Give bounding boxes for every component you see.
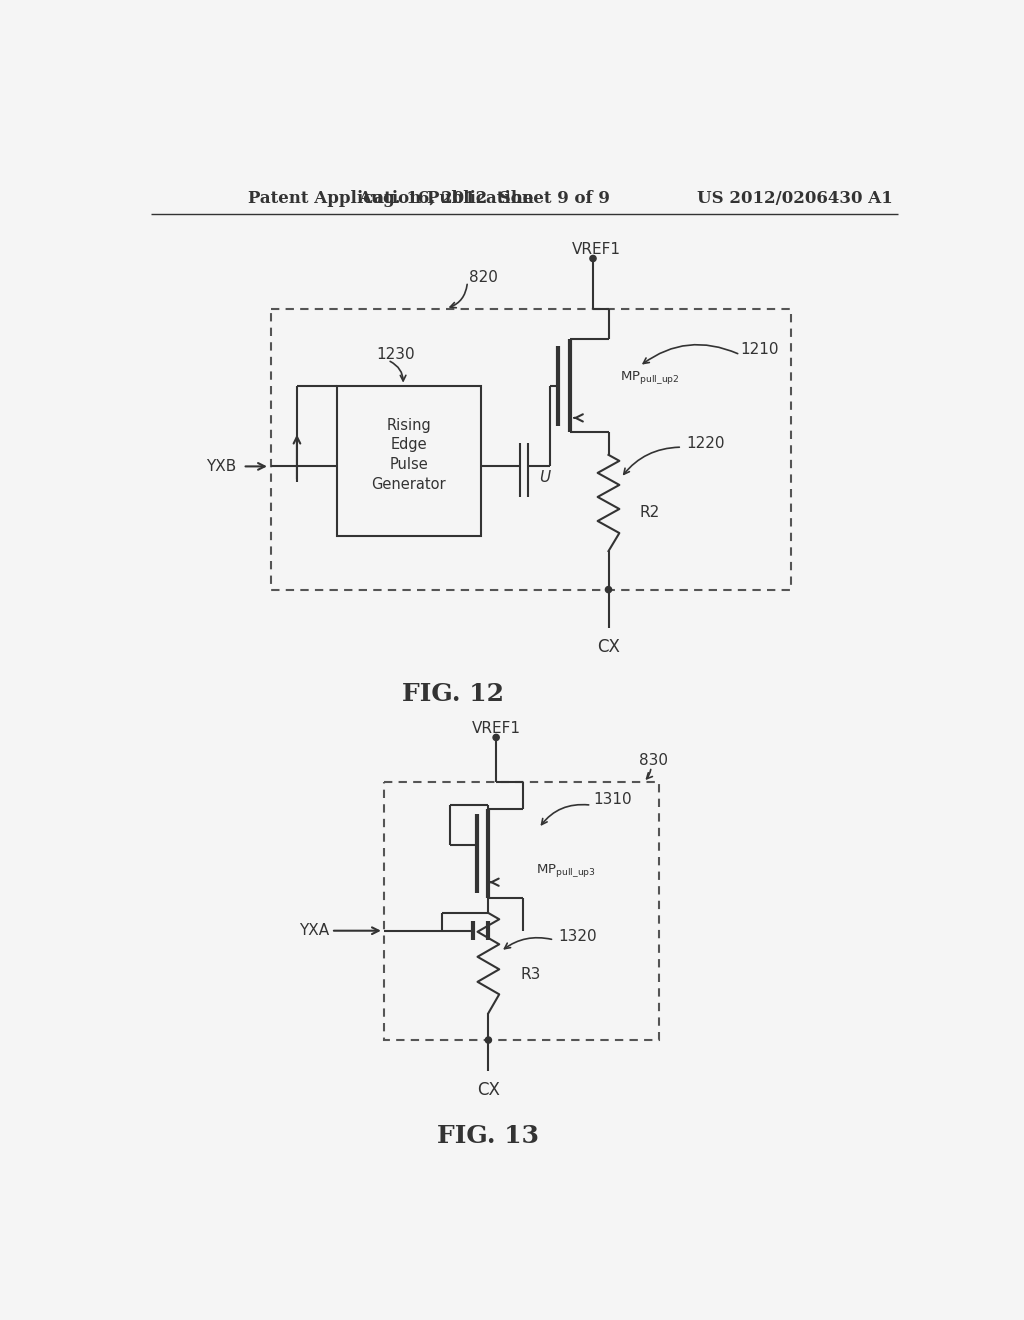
Text: MP$_{\mathregular{pull\_up2}}$: MP$_{\mathregular{pull\_up2}}$ bbox=[621, 370, 680, 387]
Text: R2: R2 bbox=[640, 506, 659, 520]
Text: 820: 820 bbox=[469, 271, 498, 285]
Text: 1230: 1230 bbox=[376, 347, 415, 362]
Text: YXA: YXA bbox=[299, 923, 330, 939]
Text: CX: CX bbox=[477, 1081, 500, 1100]
Text: 1320: 1320 bbox=[558, 928, 597, 944]
Text: R3: R3 bbox=[521, 968, 542, 982]
Text: Rising
Edge
Pulse
Generator: Rising Edge Pulse Generator bbox=[372, 417, 445, 492]
Text: 830: 830 bbox=[640, 752, 669, 768]
Text: VREF1: VREF1 bbox=[572, 242, 622, 257]
Text: FIG. 12: FIG. 12 bbox=[402, 681, 505, 706]
Text: US 2012/0206430 A1: US 2012/0206430 A1 bbox=[696, 190, 892, 207]
Circle shape bbox=[485, 1038, 492, 1043]
Text: 1310: 1310 bbox=[593, 792, 632, 807]
Text: CX: CX bbox=[597, 639, 620, 656]
Text: VREF1: VREF1 bbox=[472, 721, 520, 735]
Text: YXB: YXB bbox=[206, 459, 237, 474]
Text: Aug. 16, 2012  Sheet 9 of 9: Aug. 16, 2012 Sheet 9 of 9 bbox=[358, 190, 610, 207]
Text: Patent Application Publication: Patent Application Publication bbox=[248, 190, 534, 207]
Circle shape bbox=[493, 734, 500, 741]
Text: U: U bbox=[539, 470, 550, 486]
Text: FIG. 13: FIG. 13 bbox=[437, 1125, 540, 1148]
Circle shape bbox=[590, 256, 596, 261]
Text: 1210: 1210 bbox=[740, 342, 778, 356]
Bar bbox=[337, 385, 480, 536]
Text: 1220: 1220 bbox=[686, 436, 725, 451]
Circle shape bbox=[605, 586, 611, 593]
Text: MP$_{\mathregular{pull\_up3}}$: MP$_{\mathregular{pull\_up3}}$ bbox=[537, 862, 596, 879]
